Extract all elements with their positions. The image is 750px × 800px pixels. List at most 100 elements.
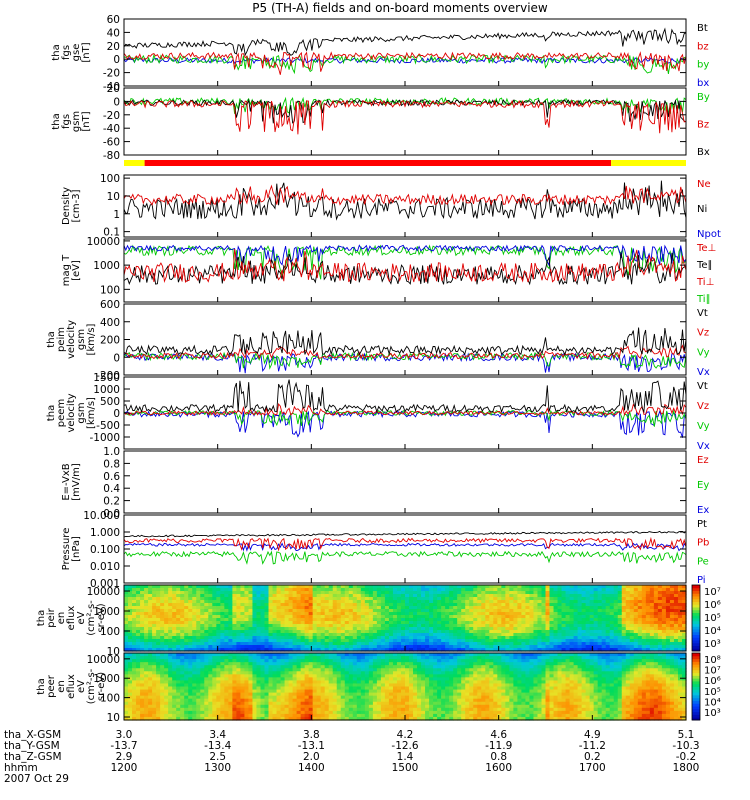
heatmap-cell [569,624,575,628]
heatmap-cell [148,701,153,706]
series-line-Ti⊥ [123,244,687,267]
heatmap-cell [597,621,603,625]
heatmap-cell [256,603,262,607]
heatmap-cell [196,710,201,715]
heatmap-cell [260,695,266,700]
heatmap-cell [621,609,627,613]
heatmap-cell [344,665,350,669]
heatmap-cell [372,645,378,649]
heatmap-cell [441,642,446,646]
heatmap-cell [633,615,639,619]
heatmap-cell [413,645,418,649]
heatmap-cell [316,710,322,715]
heatmap-cell [200,716,205,721]
heatmap-cell [228,591,233,595]
heatmap-cell [429,594,434,598]
heatmap-cell [380,624,386,628]
heatmap-cell [509,630,514,634]
heatmap-cell [168,591,173,595]
heatmap-cell [449,636,454,640]
heatmap-cell [585,645,591,649]
heatmap-cell [509,624,514,628]
heatmap-cell [573,630,579,634]
heatmap-cell [513,600,518,604]
heatmap-cell [613,603,619,607]
heatmap-cell [220,686,225,691]
heatmap-cell [569,585,575,589]
heatmap-cell [392,591,398,595]
heatmap-cell [605,588,611,592]
heatmap-cell [549,606,555,610]
heatmap-cell [581,630,587,634]
heatmap-cell [232,639,237,643]
heatmap-cell [276,674,282,678]
heatmap-cell [280,594,286,598]
heatmap-cell [388,585,394,589]
heatmap-cell [172,618,177,622]
heatmap-cell [336,692,342,697]
heatmap-cell [160,642,165,646]
heatmap-cell [557,591,563,595]
heatmap-cell [400,645,406,649]
heatmap-cell [132,701,137,706]
heatmap-cell [268,618,274,622]
heatmap-cell [320,692,326,697]
heatmap-cell [433,645,438,649]
heatmap-cell [581,585,587,589]
heatmap-cell [561,630,567,634]
heatmap-cell [272,630,278,634]
heatmap-cell [336,671,342,675]
heatmap-cell [204,606,209,610]
heatmap-cell [336,612,342,616]
heatmap-cell [316,618,322,622]
heatmap-cell [280,612,286,616]
heatmap-cell [348,701,354,706]
heatmap-cell [228,656,233,660]
heatmap-cell [284,585,290,589]
heatmap-cell [132,686,137,691]
heatmap-cell [200,698,205,703]
heatmap-cell [160,636,165,640]
heatmap-cell [400,615,406,619]
heatmap-cell [557,627,563,631]
heatmap-cell [252,648,258,652]
heatmap-cell [220,633,225,637]
heatmap-cell [188,668,193,672]
heatmap-cell [172,713,177,718]
heatmap-cell [629,594,635,598]
y-tick-label: 1 [113,209,120,221]
heatmap-cell [441,648,446,652]
heatmap-cell [184,656,189,660]
heatmap-cell [621,615,627,619]
heatmap-cell [316,665,322,669]
heatmap-cell [392,606,398,610]
heatmap-cell [136,648,141,652]
heatmap-cell [661,594,667,598]
heatmap-cell [300,603,306,607]
heatmap-cell [609,600,615,604]
heatmap-cell [525,603,531,607]
heatmap-cell [581,648,587,652]
heatmap-cell [152,668,157,672]
heatmap-cell [248,633,254,637]
heatmap-cell [537,609,543,613]
heatmap-cell [581,609,587,613]
heatmap-cell [677,648,683,652]
heatmap-cell [172,668,177,672]
heatmap-cell [545,606,551,610]
panel-frame [123,18,687,87]
heatmap-cell [577,636,583,640]
heatmap-cell [304,686,310,691]
heatmap-cell [276,624,282,628]
series-line-Pt [123,530,687,538]
heatmap-cell [272,591,278,595]
heatmap-cell [156,653,161,657]
heatmap-cell [388,653,394,657]
heatmap-cell [497,600,502,604]
heatmap-cell [156,600,161,604]
heatmap-cell [669,639,675,643]
heatmap-cell [216,689,221,694]
heatmap-cell [236,662,242,666]
heatmap-cell [649,633,655,637]
